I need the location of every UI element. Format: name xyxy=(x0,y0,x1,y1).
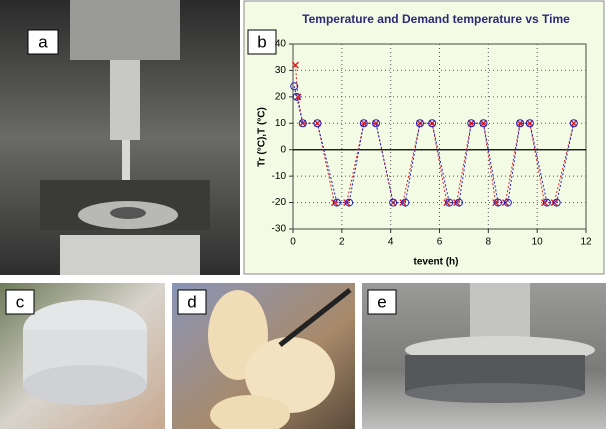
y-tick-label: 10 xyxy=(275,118,287,129)
panel-label: d xyxy=(187,292,196,311)
y-tick-label: -10 xyxy=(272,171,287,182)
x-tick-label: 4 xyxy=(388,237,394,248)
y-tick-label: 20 xyxy=(275,91,287,102)
y-tick-label: 40 xyxy=(275,39,287,50)
x-tick-label: 0 xyxy=(290,237,296,248)
x-tick-label: 8 xyxy=(486,237,492,248)
x-axis-label: tevent (h) xyxy=(414,257,459,268)
panel-label: c xyxy=(16,292,25,311)
x-tick-label: 6 xyxy=(437,237,443,248)
figure: a b Temperature and Demand temperature v… xyxy=(0,0,606,429)
x-tick-label: 10 xyxy=(532,237,544,248)
panel-label: e xyxy=(377,292,386,311)
chart-title: Temperature and Demand temperature vs Ti… xyxy=(302,12,570,26)
panel-label: a xyxy=(38,32,48,51)
photo-e xyxy=(362,283,606,429)
chart-frame xyxy=(244,1,604,274)
y-tick-label: -30 xyxy=(272,224,287,235)
x-tick-label: 2 xyxy=(339,237,345,248)
panel-label: b xyxy=(257,32,266,51)
y-tick-label: 0 xyxy=(280,144,286,155)
y-tick-label: 30 xyxy=(275,65,287,76)
y-tick-label: -20 xyxy=(272,197,287,208)
x-tick-label: 12 xyxy=(580,237,592,248)
y-axis-label: Tr (°C),T (°C) xyxy=(257,107,268,167)
